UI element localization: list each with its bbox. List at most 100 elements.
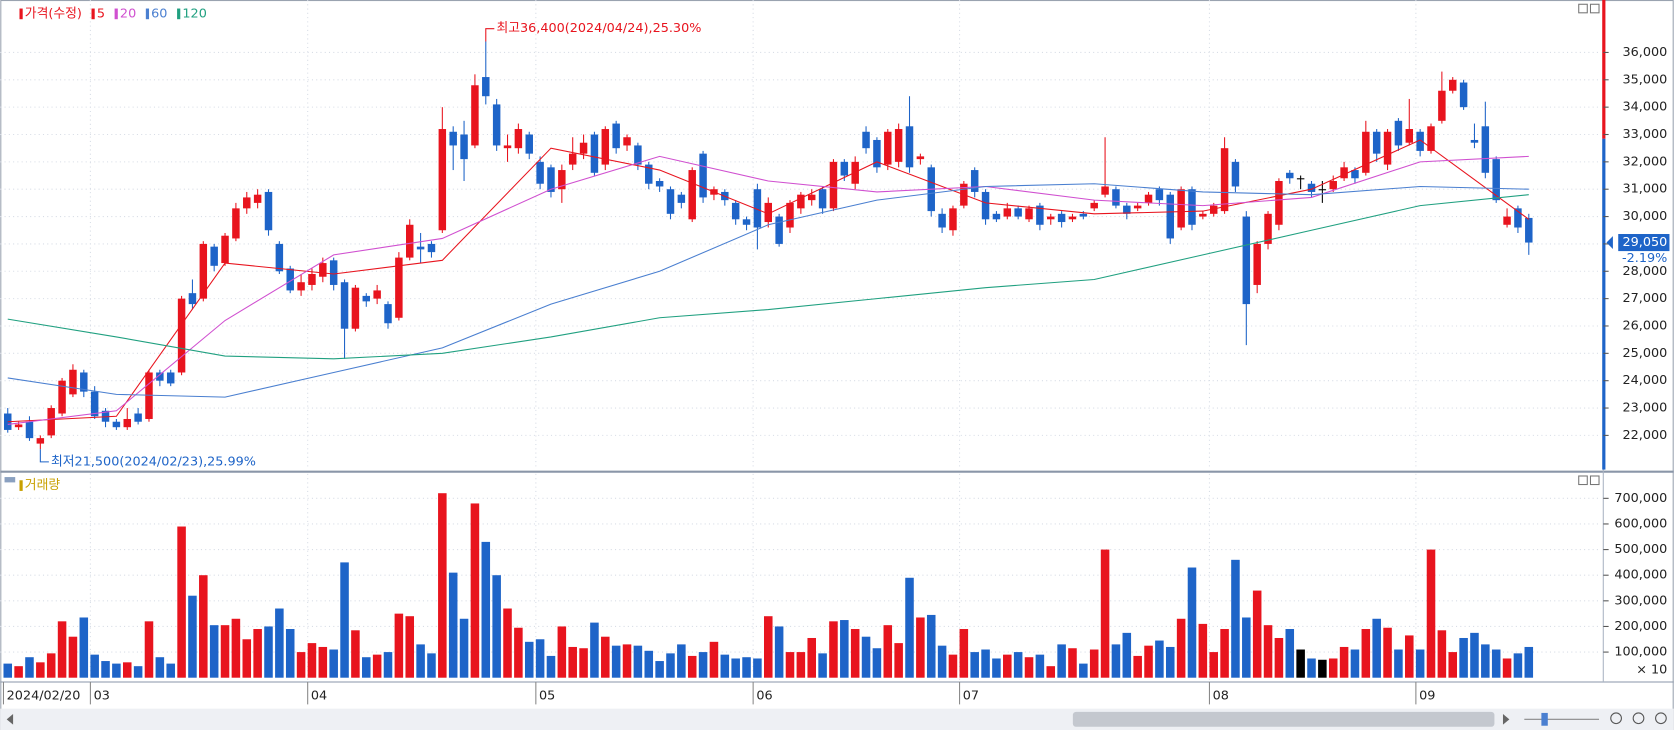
y-tick-label: 22,000 xyxy=(1623,428,1668,443)
volume-bar xyxy=(1437,630,1447,678)
volume-bar xyxy=(427,653,436,678)
volume-bar xyxy=(1165,646,1175,678)
candle-body xyxy=(797,194,805,209)
zoom-in[interactable] xyxy=(1632,712,1645,725)
scroll-right[interactable] xyxy=(1502,713,1510,725)
candle-body xyxy=(1101,186,1109,195)
volume-bar xyxy=(1415,649,1425,678)
volume-bar xyxy=(1122,632,1132,678)
change-label: -2.19% xyxy=(1622,251,1667,266)
legend-label: 60 xyxy=(151,6,167,21)
annotation: 최저21,500(2024/02/23),25.99% xyxy=(51,454,256,469)
candle-body xyxy=(471,85,479,146)
candle-body xyxy=(634,145,642,165)
candle-body xyxy=(80,372,88,392)
candle-body xyxy=(1405,129,1414,143)
candle-body xyxy=(547,167,555,192)
scrollbar[interactable] xyxy=(0,708,1674,730)
candle-body xyxy=(688,170,696,220)
volume-bar xyxy=(36,662,45,678)
candle-body xyxy=(449,131,457,146)
minimize-button[interactable] xyxy=(1578,3,1588,14)
volume-bar xyxy=(1263,625,1273,678)
candle-body xyxy=(992,213,1001,220)
candle-body xyxy=(90,391,99,417)
volume-bar xyxy=(133,666,143,678)
scroll-left[interactable] xyxy=(6,713,14,725)
candle-body xyxy=(1133,205,1142,209)
price-pointer xyxy=(1606,236,1613,249)
candle-body xyxy=(166,372,175,384)
minimize-button[interactable] xyxy=(1578,475,1588,486)
volume-bar xyxy=(1187,567,1197,678)
volume-bar xyxy=(155,657,165,678)
volume-bar xyxy=(112,663,121,678)
volume-bar xyxy=(840,620,849,678)
volume-bar xyxy=(144,621,154,678)
candle-body xyxy=(1383,131,1392,165)
candle-body xyxy=(536,161,544,184)
volume-bar xyxy=(655,661,664,678)
volume-bar xyxy=(524,641,534,678)
zoom-reset[interactable] xyxy=(1655,712,1667,725)
volume-bar xyxy=(122,662,132,678)
volume-bar xyxy=(285,629,295,678)
close-button[interactable] xyxy=(1589,3,1600,14)
volume-bar xyxy=(68,636,78,678)
volume-bar xyxy=(1405,635,1414,678)
volume-bar xyxy=(1155,640,1164,678)
close-button[interactable] xyxy=(1589,475,1600,486)
zoom-handle[interactable] xyxy=(1541,712,1548,726)
y-tick-label: 31,000 xyxy=(1623,182,1668,197)
volume-bar xyxy=(1003,654,1012,678)
scroll-thumb[interactable] xyxy=(1072,711,1495,727)
volume-bar xyxy=(872,648,882,678)
volume-bar xyxy=(1285,629,1295,678)
zoom-out[interactable] xyxy=(1610,712,1622,725)
candle-body xyxy=(1209,205,1218,214)
volume-bar xyxy=(1068,648,1077,678)
volume-bar xyxy=(220,625,230,678)
candle-body xyxy=(884,131,892,165)
candle-body xyxy=(112,421,121,428)
y-tick-label: 200,000 xyxy=(1614,619,1667,634)
volume-bar xyxy=(916,617,925,678)
volume-bar xyxy=(970,652,979,678)
volume-bar xyxy=(774,626,784,678)
candle-body xyxy=(1459,82,1468,108)
candle-body xyxy=(1394,120,1403,146)
y-tick-label: 36,000 xyxy=(1623,45,1668,60)
candle-body xyxy=(134,413,142,422)
legend-label: 5 xyxy=(97,6,105,21)
volume-bar xyxy=(937,645,947,678)
volume-bar xyxy=(861,636,871,678)
candle-body xyxy=(297,282,305,291)
volume-bar xyxy=(1111,644,1121,678)
volume-bar xyxy=(209,625,219,678)
candle-body xyxy=(873,139,881,168)
candle-body xyxy=(1438,90,1446,121)
candle-body xyxy=(742,219,751,225)
candle-body xyxy=(753,189,762,228)
candle-body xyxy=(492,104,501,146)
volume-bar xyxy=(579,648,588,678)
candle-body xyxy=(981,191,990,220)
candle-body xyxy=(1123,205,1131,214)
volume-bar xyxy=(926,614,936,678)
y-tick-label: 25,000 xyxy=(1623,346,1668,361)
y-tick-label: 24,000 xyxy=(1623,373,1668,388)
volume-bar xyxy=(1524,646,1534,678)
candle-body xyxy=(1155,189,1164,201)
volume-bar xyxy=(503,608,512,678)
candle-body xyxy=(807,194,816,201)
volume-bar xyxy=(264,626,273,678)
candle-body xyxy=(156,372,164,381)
candle-body xyxy=(14,424,23,428)
candle-body xyxy=(1220,148,1229,212)
candle-body xyxy=(384,304,392,324)
volume-bar xyxy=(177,526,186,678)
volume-bar xyxy=(709,641,719,678)
volume-bar xyxy=(1274,637,1284,678)
candle-body xyxy=(1307,183,1316,192)
y-tick-label: 100,000 xyxy=(1614,645,1667,660)
